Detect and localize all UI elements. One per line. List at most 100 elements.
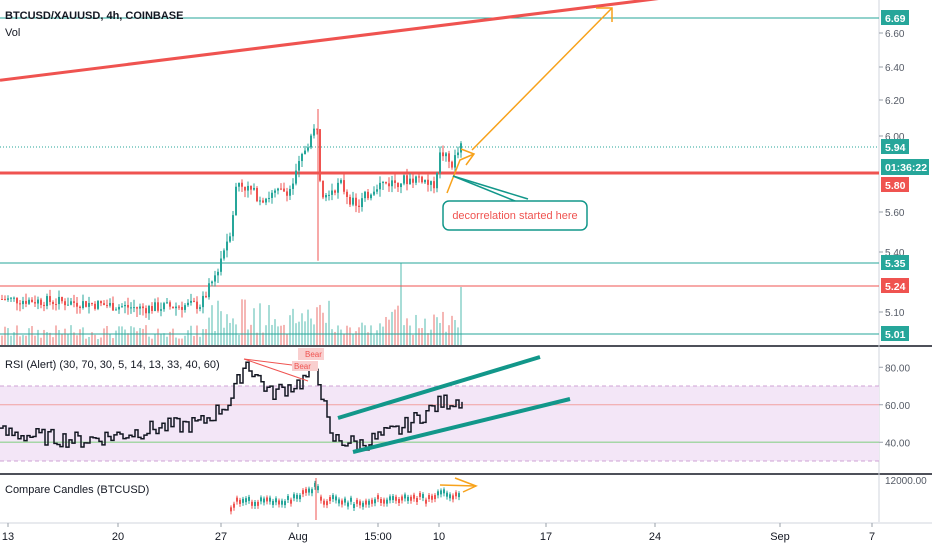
volume-bar (328, 300, 330, 345)
x-tick-label: 24 (649, 531, 661, 543)
compare-body (290, 499, 292, 504)
compare-body (281, 500, 283, 505)
volume-bar (436, 317, 438, 345)
candle-body (127, 304, 129, 308)
volume-bar (28, 328, 30, 345)
candle-body (454, 155, 456, 168)
volume-bar (52, 337, 54, 345)
volume-bar (7, 328, 9, 345)
volume-bar (190, 325, 192, 345)
volume-bar (169, 331, 171, 345)
candle-body (43, 304, 45, 307)
compare-title[interactable]: Compare Candles (BTCUSD) (5, 484, 150, 496)
volume-bar (235, 324, 237, 345)
candle-body (163, 303, 165, 310)
candle-body (262, 200, 264, 203)
volume-bar (316, 307, 318, 345)
volume-bar (124, 329, 126, 345)
volume-bar (139, 328, 141, 345)
price-label-text: 5.01 (885, 329, 906, 341)
volume-bar (4, 326, 6, 345)
volume-bar (250, 324, 252, 345)
rsi-tick-label: 60.00 (885, 401, 910, 412)
compare-body (458, 493, 460, 498)
candle-body (154, 302, 156, 311)
compare-body (446, 492, 448, 497)
compare-body (230, 507, 232, 512)
symbol-title[interactable]: BTCUSD/XAUUSD, 4h, COINBASE (5, 10, 184, 22)
volume-bar (61, 333, 63, 345)
compare-body (356, 499, 358, 504)
candle-body (295, 170, 297, 184)
volume-bar (457, 327, 459, 345)
candle-body (13, 297, 15, 299)
trend-lines[interactable] (0, 0, 695, 194)
price-label-box (881, 139, 909, 154)
compare-body (278, 500, 280, 505)
candle-body (133, 307, 135, 309)
candle-body (280, 188, 282, 190)
price-label-text: 5.24 (885, 281, 906, 293)
rsi-band (0, 386, 879, 461)
x-tick-label: 15:00 (364, 531, 392, 543)
candle-body (187, 302, 189, 306)
compare-body (440, 490, 442, 495)
candle-body (394, 180, 396, 183)
compare-body (272, 500, 274, 505)
candle-body (40, 299, 42, 305)
candle-body (115, 309, 117, 311)
candle-body (73, 301, 75, 303)
rsi-tick-label: 80.00 (885, 363, 910, 374)
compare-body (431, 495, 433, 500)
volume-bar (274, 319, 276, 345)
candle-body (334, 190, 336, 193)
compare-body (407, 496, 409, 501)
candle-body (448, 153, 450, 162)
volume-bar (223, 327, 225, 345)
volume-bar (100, 337, 102, 345)
y-tick-label: 6.40 (885, 63, 905, 74)
volume-bar (181, 338, 183, 345)
candle-body (352, 197, 354, 205)
volume-bar (136, 331, 138, 345)
candle-body (229, 236, 231, 242)
candle-body (184, 305, 186, 310)
compare-body (257, 501, 259, 506)
candle-body (49, 296, 51, 302)
rsi-panel: Bear Bear (0, 348, 879, 462)
compare-body (335, 496, 337, 501)
annotation[interactable]: decorrelation started here (442, 175, 588, 231)
candle-body (403, 175, 405, 184)
candle-body (136, 307, 138, 309)
compare-body (311, 489, 313, 494)
compare-body (317, 486, 319, 491)
candle-body (31, 299, 33, 303)
compare-body (452, 495, 454, 500)
compare-body (308, 488, 310, 493)
candle-body (388, 183, 390, 187)
volume-bar (196, 325, 198, 345)
rsi-title[interactable]: RSI (Alert) (30, 70, 30, 5, 14, 13, 33, … (5, 359, 220, 371)
volume-label[interactable]: Vol (5, 27, 21, 39)
volume-bar (418, 328, 420, 345)
candle-body (196, 301, 198, 309)
volume-bar (205, 329, 207, 345)
candle-body (58, 296, 60, 305)
candle-body (259, 200, 261, 202)
volume-bar (355, 331, 357, 345)
compare-body (425, 499, 427, 504)
candle-body (256, 187, 258, 202)
compare-panel (230, 477, 478, 520)
candle-body (214, 275, 216, 282)
volume-bar (265, 325, 267, 345)
y-tick-label: 6.20 (885, 96, 905, 107)
volume-bar (22, 335, 24, 345)
volume-bar (121, 326, 123, 345)
candle-body (76, 302, 78, 307)
volume-bar (184, 335, 186, 345)
compare-body (359, 501, 361, 506)
compare-body (365, 500, 367, 505)
volume-bar (298, 321, 300, 345)
